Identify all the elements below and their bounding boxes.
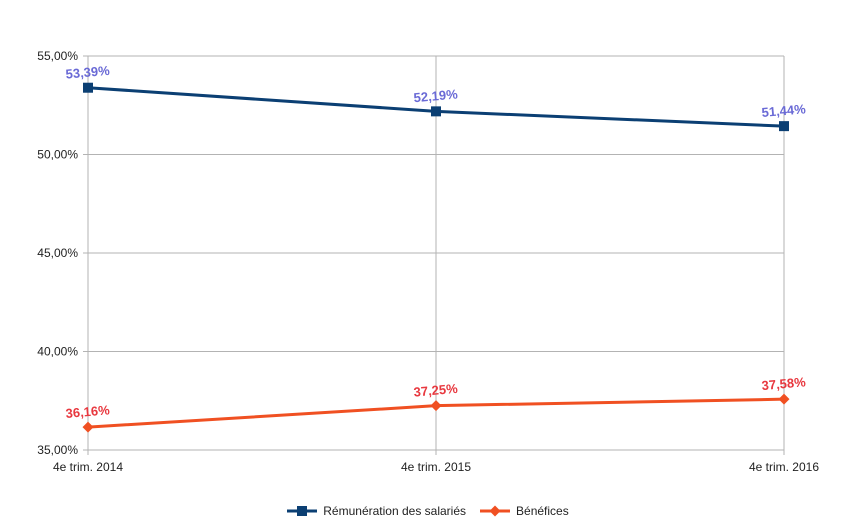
y-tick-label: 55,00% — [37, 49, 78, 63]
data-point-marker — [778, 393, 790, 405]
legend-item: Bénéfices — [480, 504, 569, 518]
data-label: 52,19% — [413, 86, 459, 105]
grid — [83, 55, 785, 455]
x-tick-label: 4e trim. 2016 — [749, 460, 819, 474]
x-tick-label: 4e trim. 2014 — [53, 460, 123, 474]
x-tick-label: 4e trim. 2015 — [401, 460, 471, 474]
y-axis-ticks: 35,00% 40,00% 45,00% 50,00% 55,00% — [37, 49, 78, 457]
legend-swatch — [287, 506, 318, 516]
x-axis-ticks: 4e trim. 2014 4e trim. 2015 4e trim. 2016 — [53, 460, 819, 474]
data-label: 37,25% — [413, 381, 459, 400]
data-label: 51,44% — [761, 101, 807, 120]
legend-label: Bénéfices — [516, 504, 569, 518]
y-tick-label: 45,00% — [37, 246, 78, 260]
legend: Rémunération des salariés Bénéfices — [0, 504, 856, 518]
data-point-marker — [82, 421, 94, 433]
data-point-marker — [430, 400, 442, 412]
data-point-marker — [779, 121, 789, 132]
y-tick-label: 50,00% — [37, 148, 78, 162]
data-labels: 53,39% 52,19% 51,44% 36,16% 37,25% 37,58% — [65, 63, 807, 421]
data-label: 53,39% — [65, 63, 111, 82]
y-tick-label: 40,00% — [37, 345, 78, 359]
series-group — [82, 82, 790, 433]
legend-item: Rémunération des salariés — [287, 504, 466, 518]
data-point-marker — [83, 82, 93, 93]
data-point-marker — [431, 106, 441, 117]
data-label: 36,16% — [65, 402, 111, 421]
legend-label: Rémunération des salariés — [323, 504, 467, 518]
y-tick-label: 35,00% — [37, 443, 78, 457]
legend-swatch — [480, 505, 511, 517]
data-label: 37,58% — [761, 374, 807, 393]
